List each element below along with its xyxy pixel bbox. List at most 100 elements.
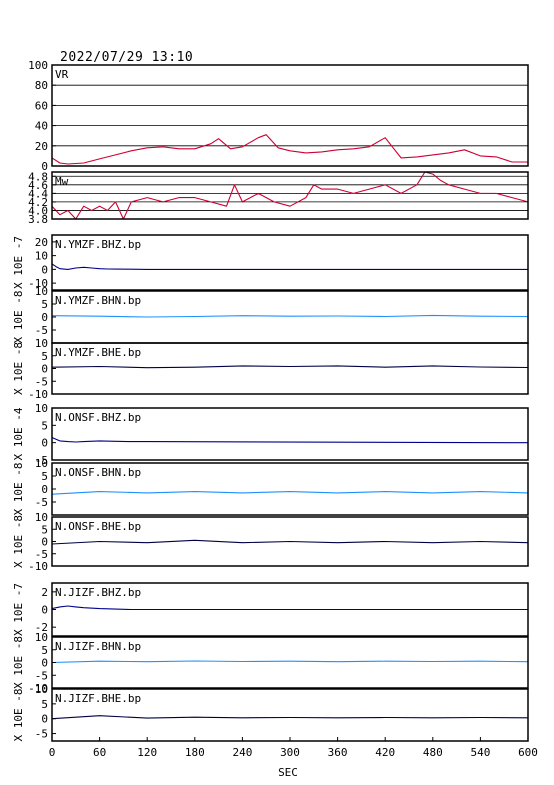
panel-title: N.YMZF.BHZ.bp xyxy=(55,238,141,251)
y-tick-label: 0 xyxy=(41,160,48,173)
y-tick-label: -10 xyxy=(28,682,48,695)
y-tick-label: 0 xyxy=(41,713,48,726)
series-line-onsf-bhn xyxy=(51,491,529,495)
series-line-vr xyxy=(51,134,528,165)
y-tick-label: 4.8 xyxy=(28,170,48,183)
y-tick-label: 10 xyxy=(35,402,48,415)
y-tick-label: 80 xyxy=(35,79,48,92)
y-tick-label: -10 xyxy=(28,277,48,290)
y-tick-label: 2 xyxy=(41,586,48,599)
y-tick-label: 4.2 xyxy=(28,196,48,209)
y-tick-label: 0 xyxy=(41,263,48,276)
series-line-jizf-bhn xyxy=(51,660,529,664)
y-tick-label: 10 xyxy=(35,631,48,644)
panel-title: N.JIZF.BHZ.bp xyxy=(55,586,141,599)
panel-title: N.ONSF.BHZ.bp xyxy=(55,411,141,424)
x-tick-label: 300 xyxy=(280,746,300,759)
y-tick-label: 5 xyxy=(41,350,48,363)
exponent-label: X 10E -8 xyxy=(12,515,25,568)
x-tick-label: 600 xyxy=(518,746,538,759)
y-tick-label: 10 xyxy=(35,337,48,350)
x-tick-label: 240 xyxy=(232,746,252,759)
y-tick-label: 0 xyxy=(41,363,48,376)
y-tick-label: -5 xyxy=(35,548,48,561)
y-tick-label: 20 xyxy=(35,236,48,249)
y-tick-label: 4.0 xyxy=(28,204,48,217)
y-tick-label: 3.8 xyxy=(28,213,48,226)
series-line-jizf-bhe xyxy=(51,715,529,720)
exponent-label: X 10E -8 xyxy=(12,636,25,689)
y-tick-label: -10 xyxy=(28,388,48,401)
panel-title: Mw xyxy=(55,175,69,188)
panel-jizf-bhe: -5 0 5 10 N.JIZF.BHE.bp X 10E -8 xyxy=(12,683,529,742)
panel-title: N.YMZF.BHN.bp xyxy=(55,294,141,307)
y-tick-label: 0 xyxy=(41,311,48,324)
y-tick-label: 20 xyxy=(35,140,48,153)
series-line-onsf-bhz xyxy=(51,436,529,444)
y-tick-label: 5 xyxy=(41,419,48,432)
x-tick-label: 120 xyxy=(137,746,157,759)
y-tick-label: 10 xyxy=(35,285,48,298)
series-line-ymzf-bhz xyxy=(51,263,528,270)
y-tick-label: -5 xyxy=(35,669,48,682)
series-line-jizf-bhz xyxy=(51,605,528,611)
y-tick-label: 4.6 xyxy=(28,179,48,192)
y-tick-label: -5 xyxy=(35,324,48,337)
y-tick-label: 5 xyxy=(41,470,48,483)
y-tick-label: 10 xyxy=(35,250,48,263)
exponent-label: X 10E -4 xyxy=(12,407,25,460)
y-tick-label: 0 xyxy=(41,437,48,450)
x-axis-label: SEC xyxy=(278,766,298,779)
y-tick-label: -5 xyxy=(35,728,48,741)
exponent-label: X 10E -8 xyxy=(12,463,25,516)
series-line-ymzf-bhn xyxy=(51,314,529,318)
y-tick-label: 10 xyxy=(35,457,48,470)
y-tick-label: -5 xyxy=(35,375,48,388)
series-line-mw xyxy=(51,171,529,220)
y-tick-label: -5 xyxy=(35,454,48,467)
panel-title: VR xyxy=(55,68,69,81)
x-tick-label: 180 xyxy=(185,746,205,759)
panel-title: N.YMZF.BHE.bp xyxy=(55,346,141,359)
y-tick-label: 100 xyxy=(28,59,48,72)
exponent-label: X 10E -7 xyxy=(12,583,25,636)
x-tick-label: 0 xyxy=(49,746,56,759)
series-line-ymzf-bhe xyxy=(51,365,529,369)
y-tick-label: 5 xyxy=(41,298,48,311)
series-line-onsf-bhe xyxy=(51,539,529,545)
x-tick-label: 540 xyxy=(470,746,490,759)
x-tick-label: 360 xyxy=(328,746,348,759)
panel-title: N.ONSF.BHE.bp xyxy=(55,520,141,533)
panel-title: N.JIZF.BHE.bp xyxy=(55,692,141,705)
panel-title: N.JIZF.BHN.bp xyxy=(55,640,141,653)
y-tick-label: 0 xyxy=(41,604,48,617)
exponent-label: X 10E -7 xyxy=(12,236,25,289)
y-tick-label: 0 xyxy=(41,483,48,496)
panel-frame xyxy=(51,234,529,291)
panel-frame xyxy=(51,64,529,167)
y-tick-label: -5 xyxy=(35,496,48,509)
y-tick-label: 0 xyxy=(41,536,48,549)
panel-mw: 3.84.04.24.44.64.8 Mw xyxy=(28,170,529,226)
exponent-label: X 10E -8 xyxy=(12,342,25,395)
y-tick-label: 10 xyxy=(35,511,48,524)
panel-vr: 0 20 40 60 80 100 VR xyxy=(28,59,529,173)
panel-frame xyxy=(51,171,529,220)
y-tick-label: 4.4 xyxy=(28,187,48,200)
panel-frame xyxy=(51,407,529,461)
panel-title: N.ONSF.BHN.bp xyxy=(55,466,141,479)
y-tick-label: 0 xyxy=(41,657,48,670)
y-tick-label: 60 xyxy=(35,99,48,112)
y-tick-label: 5 xyxy=(41,644,48,657)
x-tick-label: 480 xyxy=(423,746,443,759)
datetime-label: 2022/07/29 13:10 xyxy=(60,50,194,65)
y-tick-label: -10 xyxy=(28,560,48,573)
x-tick-label: 420 xyxy=(375,746,395,759)
